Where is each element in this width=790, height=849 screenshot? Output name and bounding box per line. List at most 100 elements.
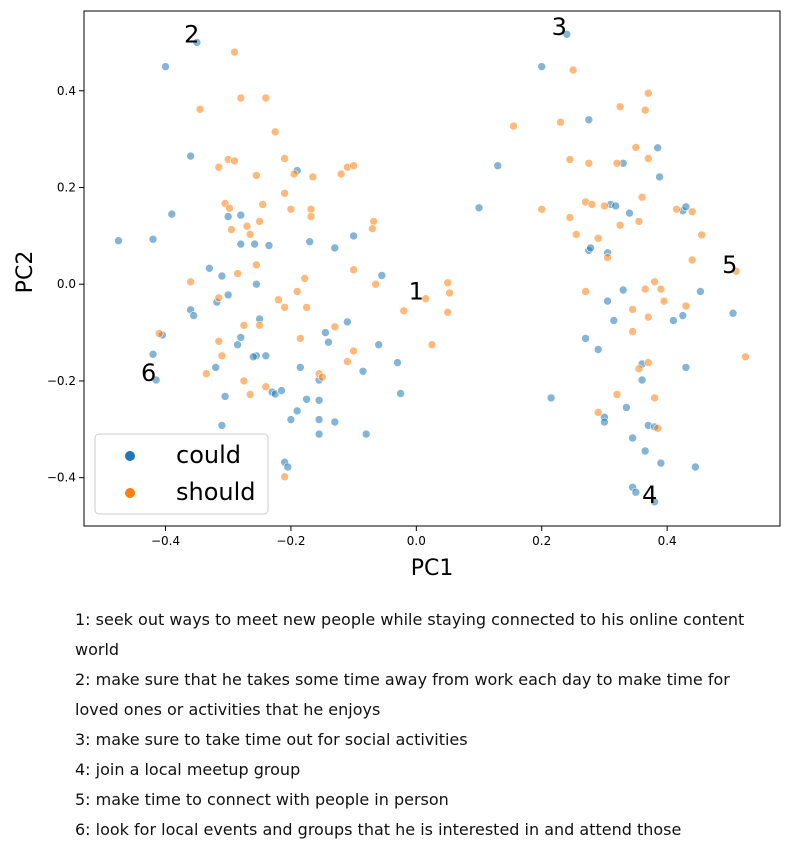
data-point-should [571,230,581,239]
data-point-could [236,210,246,220]
data-point-could [681,363,691,372]
data-point-should [637,192,647,202]
annotation-label: 2 [184,21,199,49]
data-point-should [154,329,164,338]
legend-marker-could [125,451,135,461]
data-point-should [255,320,264,330]
data-point-should [427,340,437,350]
data-point-could [474,203,484,213]
data-point-could [217,271,227,281]
data-point-should [368,224,377,233]
data-point-could [211,363,220,372]
x-tick-label: −0.2 [276,534,305,548]
data-point-could [600,417,609,427]
data-point-could [637,375,647,385]
y-axis-label: PC2 [13,251,38,294]
data-point-could [396,389,405,398]
annotation-label: 4 [642,481,657,509]
data-point-could [622,403,631,412]
data-point-should [731,266,741,276]
data-point-could [277,386,286,395]
data-point-could [669,316,678,325]
data-point-should [270,127,280,137]
data-point-could [631,487,641,497]
data-point-could [628,433,637,443]
legend-label-should: should [176,478,256,506]
annotation-label: 3 [552,13,567,41]
data-point-should [687,207,697,216]
data-point-should [603,253,612,262]
data-point-should [581,287,590,296]
data-point-could [189,311,198,320]
data-point-could [650,497,659,507]
data-point-should [672,205,681,214]
data-point-could [220,392,230,401]
data-point-could [330,417,340,427]
y-tick-label: −0.4 [47,471,76,485]
data-point-could [250,239,259,249]
data-point-could [283,462,293,472]
data-point-should [643,312,653,322]
data-point-should [681,301,691,311]
data-point-should [443,278,453,288]
data-point-should [628,305,637,314]
data-point-should [292,287,302,296]
annotation-layer: 2 3 1 5 6 4 [141,13,737,509]
data-point-should [741,352,750,362]
data-point-should [349,161,358,170]
data-point-could [264,241,274,250]
data-point-could [656,458,666,468]
data-point-should [640,105,650,115]
data-point-should [349,346,358,356]
data-point-could [343,317,352,327]
data-point-could [314,395,324,405]
data-point-should [421,294,431,304]
data-point-could [192,38,202,47]
data-point-should [230,156,239,166]
legend-label-could: could [176,441,241,469]
data-point-could [233,340,242,350]
data-point-should [643,88,653,98]
data-point-could [217,421,227,430]
data-point-should [186,277,195,287]
data-point-could [618,285,628,295]
annotation-label: 6 [141,359,156,387]
pca-scatter-chart: 2 3 1 5 6 4 −0.4 −0.2 0.0 0.2 0.4 −0.4 −0.2 0.… [13,10,781,581]
data-point-could [728,308,738,318]
data-point-should [634,217,644,226]
data-point-should [653,423,663,433]
y-axis: −0.4 −0.2 0.0 0.2 0.4 [47,84,84,485]
data-point-should [245,390,255,399]
data-point-should [643,358,653,367]
x-tick-label: 0.4 [658,534,677,548]
data-point-should [258,200,268,209]
data-point-could [236,239,246,249]
data-point-should [242,221,252,231]
data-point-should [239,320,249,330]
data-point-should [615,102,625,111]
data-point-could [330,243,340,253]
data-point-should [656,284,666,294]
data-point-could [167,209,177,219]
data-point-should [509,121,518,131]
data-point-should [233,269,242,278]
data-point-should [615,220,625,230]
data-point-should [280,154,289,163]
data-point-could [223,290,233,300]
data-point-should [556,117,565,127]
data-point-should [300,274,310,283]
data-point-should [371,279,380,289]
data-point-could [377,271,387,280]
data-point-could [314,429,324,439]
data-point-should [202,369,211,379]
data-point-could [161,62,170,71]
data-point-should [369,217,379,226]
data-point-should [330,322,340,332]
data-point-should [443,307,453,317]
data-point-could [349,231,358,241]
data-point-should [252,171,261,180]
data-point-should [214,162,224,172]
annotation-label: 5 [722,251,737,279]
data-point-should [631,143,641,152]
data-point-could [640,446,650,456]
